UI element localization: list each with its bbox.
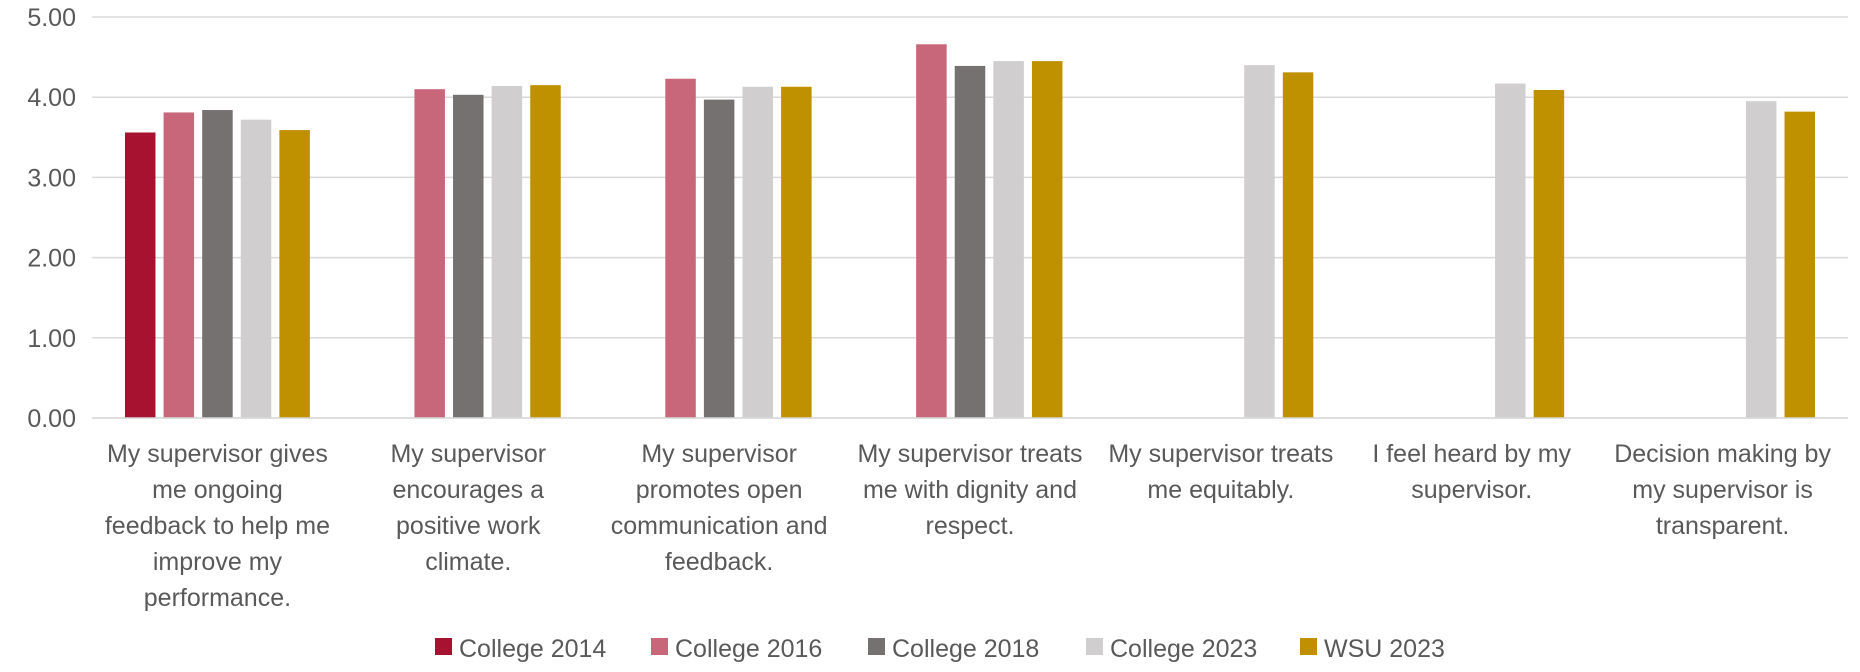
x-tick-label-line: encourages a	[393, 476, 545, 504]
x-tick-label-line: my supervisor is	[1632, 476, 1813, 504]
x-tick-label: My supervisor encourages a positive work cl…	[390, 440, 546, 576]
y-tick-label: 4.00	[27, 84, 76, 112]
x-tick-label-line: positive work	[396, 512, 541, 540]
bar	[954, 65, 986, 418]
legend-swatch	[1300, 638, 1317, 655]
x-tick-label: My supervisor promotes open communication …	[611, 440, 828, 576]
legend-label: College 2016	[675, 635, 822, 663]
bar	[916, 44, 947, 418]
x-tick-label-line: communication and	[611, 512, 828, 540]
x-tick-label-line: performance.	[144, 584, 291, 612]
bar	[530, 85, 561, 419]
x-tick-label: My supervisor treats me with dignity and r…	[857, 440, 1082, 540]
x-tick-label-line: feedback to help me	[105, 512, 330, 540]
bar	[1495, 83, 1526, 418]
x-tick-label-line: My supervisor	[641, 440, 797, 468]
x-tick-label-line: supervisor.	[1411, 476, 1532, 504]
bar	[124, 132, 156, 418]
x-tick-label-line: promotes open	[636, 476, 803, 504]
x-tick-label: Decision making by my supervisor is transp…	[1614, 440, 1831, 540]
x-tick-label-line: respect.	[926, 512, 1015, 540]
bar	[1244, 65, 1275, 419]
y-tick-label: 5.00	[27, 4, 76, 32]
legend-label: College 2023	[1110, 635, 1257, 663]
x-tick-label-line: My supervisor treats	[1108, 440, 1333, 468]
bar	[1533, 89, 1565, 419]
x-tick-label: My supervisor treats me equitably.	[1108, 440, 1333, 504]
bar	[1745, 101, 1777, 419]
y-tick-label: 3.00	[27, 164, 76, 192]
x-tick-label-line: My supervisor	[390, 440, 546, 468]
x-tick-label-line: me with dignity and	[863, 476, 1077, 504]
x-tick-label-line: My supervisor gives	[107, 440, 328, 468]
legend-swatch	[868, 638, 885, 655]
bar	[993, 61, 1024, 419]
y-tick-label: 1.00	[27, 325, 76, 353]
bar	[279, 130, 310, 418]
legend-label: WSU 2023	[1324, 635, 1445, 663]
bar	[491, 85, 523, 419]
bar	[1031, 61, 1063, 419]
x-tick-label-line: climate.	[425, 548, 511, 576]
x-tick-label: I feel heard by my supervisor.	[1372, 440, 1571, 504]
x-tick-label-line: improve my	[153, 548, 283, 576]
x-tick-label-line: My supervisor treats	[857, 440, 1082, 468]
x-tick-label-line: Decision making by	[1614, 440, 1831, 468]
bar	[781, 86, 812, 419]
legend-swatch	[435, 638, 452, 655]
bar	[240, 119, 272, 418]
bar	[1784, 111, 1816, 419]
x-tick-label-line: transparent.	[1656, 512, 1789, 540]
x-tick-label-line: me ongoing	[152, 476, 283, 504]
bar	[742, 86, 773, 419]
legend-label: College 2018	[892, 635, 1039, 663]
bar	[1282, 72, 1314, 418]
bar	[453, 94, 484, 418]
legend-swatch	[651, 638, 668, 655]
x-tick-label-line: I feel heard by my	[1372, 440, 1571, 468]
legend-swatch	[1086, 638, 1103, 655]
bar	[163, 112, 195, 419]
x-tick-label-line: me equitably.	[1147, 476, 1294, 504]
bar	[202, 110, 233, 419]
legend-label: College 2014	[459, 635, 606, 663]
bar	[665, 78, 696, 418]
y-tick-label: 2.00	[27, 245, 76, 273]
x-tick-label-line: feedback.	[665, 548, 773, 576]
x-tick-label: My supervisor gives me ongoing feedback to…	[105, 440, 330, 612]
bar	[703, 99, 735, 418]
y-tick-label: 0.00	[27, 405, 76, 433]
bar	[414, 89, 445, 419]
